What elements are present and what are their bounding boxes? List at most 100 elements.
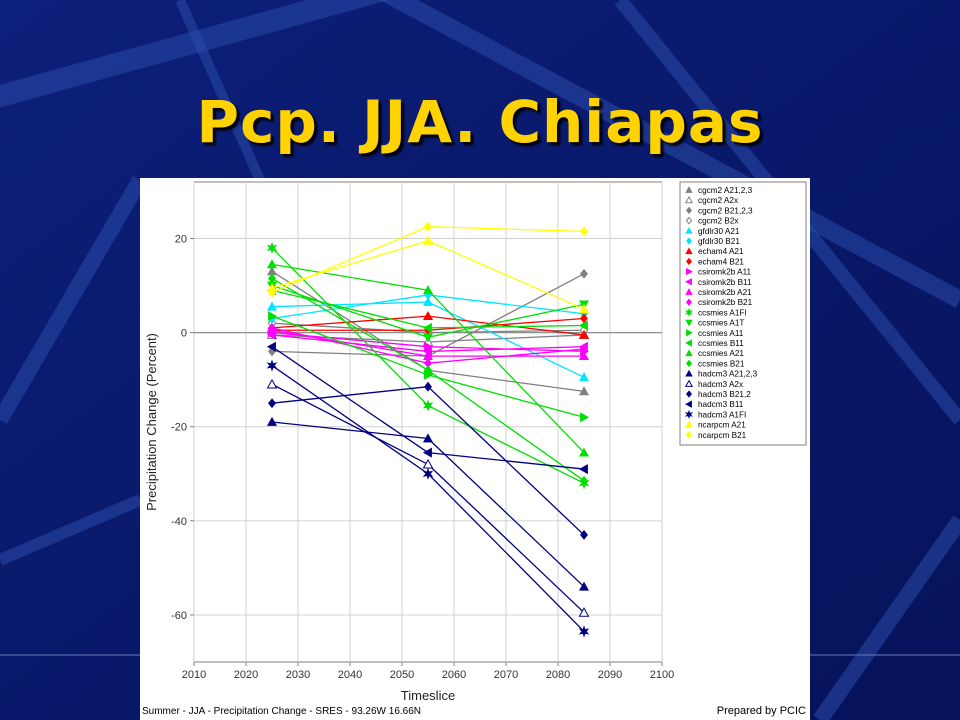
data-point — [580, 344, 588, 355]
data-point — [266, 301, 278, 311]
plot-area — [193, 181, 663, 663]
legend-entry: ncarpcm A21 — [698, 421, 746, 430]
legend-entry: ccsmies A21 — [698, 349, 744, 358]
x-tick-label: 2050 — [390, 669, 414, 681]
legend-marker — [686, 329, 693, 337]
legend-marker — [686, 257, 692, 266]
legend-marker — [685, 226, 693, 234]
legend-entry: csiromk2b B21 — [698, 298, 753, 307]
data-point — [578, 329, 590, 339]
data-point — [578, 625, 590, 638]
legend-entry: hadcm3 A1FI — [698, 410, 746, 419]
y-tick-label: 0 — [181, 328, 187, 340]
data-point — [580, 268, 588, 279]
data-point — [422, 399, 434, 412]
data-point — [268, 322, 276, 333]
data-point — [422, 285, 434, 295]
y-tick-label: -60 — [171, 610, 187, 622]
data-point — [424, 381, 432, 392]
legend-entry: ccsmies B21 — [698, 359, 745, 368]
legend-entry: ccsmies A11 — [698, 329, 744, 338]
data-point — [578, 607, 590, 617]
data-point — [578, 386, 590, 396]
x-tick-label: 2040 — [338, 669, 362, 681]
series-16 — [266, 259, 590, 457]
series-12 — [266, 241, 590, 490]
x-tick-label: 2020 — [234, 669, 258, 681]
legend-entry: csiromk2b A11 — [698, 268, 752, 277]
legend-marker — [685, 307, 693, 318]
data-point — [580, 475, 588, 486]
legend-marker — [685, 349, 693, 357]
x-tick-label: 2090 — [598, 669, 622, 681]
data-point — [266, 416, 278, 426]
data-point — [578, 581, 590, 591]
legend-marker — [686, 390, 692, 398]
data-point — [424, 365, 432, 376]
x-tick-label: 2070 — [494, 669, 518, 681]
legend-entry: cgcm2 A2x — [698, 196, 738, 205]
legend-entry: hadcm3 A2x — [698, 380, 743, 389]
x-tick-label: 2010 — [182, 669, 206, 681]
data-point — [422, 296, 434, 306]
legend-marker — [685, 216, 693, 225]
legend-entry: echam4 B21 — [698, 257, 744, 266]
legend-marker — [686, 237, 692, 245]
y-axis-label: Precipitation Change (Percent) — [144, 333, 159, 511]
legend-marker — [685, 369, 693, 377]
chart-caption: Summer - JJA - Precipitation Change - SR… — [142, 706, 422, 717]
series-22 — [266, 359, 590, 638]
data-point — [268, 311, 278, 322]
legend-entry: csiromk2b B11 — [698, 278, 752, 287]
legend-marker — [686, 206, 692, 215]
slide-title: Pcp. JJA. Chiapas — [196, 88, 764, 156]
data-point — [422, 467, 434, 480]
data-point — [578, 447, 590, 457]
legend-entry: csiromk2b A21 — [698, 288, 752, 297]
series-24 — [268, 221, 588, 298]
series-18 — [266, 416, 590, 591]
legend-marker — [685, 409, 693, 420]
data-point — [268, 287, 276, 298]
legend-marker — [685, 247, 693, 255]
series-11 — [268, 322, 588, 369]
legend-box — [679, 181, 807, 446]
series-20 — [268, 381, 588, 540]
legend-marker — [686, 298, 692, 306]
series-21 — [266, 341, 588, 475]
data-point — [266, 341, 276, 352]
data-point — [580, 412, 590, 423]
data-point — [422, 235, 434, 245]
data-point — [266, 359, 278, 372]
legend-marker — [686, 431, 692, 439]
legend-entry: ccsmies A1FI — [698, 308, 747, 317]
legend-entry: ncarpcm B21 — [698, 431, 747, 440]
legend-entry: cgcm2 B21,2,3 — [698, 206, 753, 215]
legend-marker — [685, 278, 692, 286]
legend-entry: gfdlr30 B21 — [698, 237, 740, 246]
chart-credit: Prepared by PCIC — [716, 705, 806, 717]
legend-entry: hadcm3 A21,2,3 — [698, 370, 758, 379]
data-point — [266, 259, 278, 269]
data-point — [268, 398, 276, 409]
x-tick-label: 2060 — [442, 669, 466, 681]
x-axis-label: Timeslice — [401, 688, 455, 703]
legend-entry: cgcm2 B2x — [698, 217, 739, 226]
data-point — [580, 226, 588, 237]
y-tick-label: -20 — [171, 422, 187, 434]
data-point — [424, 221, 432, 232]
data-point — [578, 464, 588, 475]
data-point — [266, 378, 278, 389]
data-point — [578, 350, 590, 360]
data-point — [578, 303, 590, 313]
data-point — [422, 322, 432, 333]
legend-marker — [685, 186, 693, 193]
chart: 2010 2020 2030 2040 2050 2060 2070 2080 2090 2100… — [144, 181, 807, 703]
legend-entry: ccsmies A1T — [698, 319, 744, 328]
series-17 — [268, 273, 588, 486]
legend-marker — [684, 195, 694, 204]
legend-marker — [685, 288, 693, 295]
data-point — [422, 310, 434, 320]
legend-entry: cgcm2 A21,2,3 — [698, 186, 753, 195]
data-point — [422, 433, 434, 443]
